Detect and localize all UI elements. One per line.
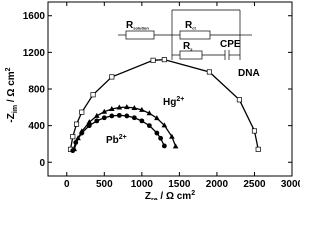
marker <box>131 115 137 121</box>
marker <box>154 115 160 121</box>
marker <box>94 112 100 118</box>
marker <box>86 123 92 129</box>
fit-line <box>73 106 177 150</box>
y-axis-label-main: -Z <box>6 113 17 122</box>
marker <box>255 146 261 152</box>
marker <box>73 121 80 127</box>
marker <box>161 143 167 149</box>
inset-label-main: R <box>183 41 191 52</box>
marker <box>146 123 152 129</box>
y-axis-label-sub: im <box>12 105 19 113</box>
marker <box>90 92 96 98</box>
marker <box>236 97 242 103</box>
inset-label: Rsolution <box>126 20 149 31</box>
x-axis-label-unit: / Ω cm <box>158 191 192 200</box>
marker <box>169 133 175 139</box>
inset-label-sub: s <box>190 47 193 52</box>
series-name: Hg <box>163 97 176 108</box>
marker <box>158 135 164 141</box>
marker <box>109 105 115 111</box>
marker <box>251 128 258 134</box>
inset-label: Rct <box>185 20 196 31</box>
marker <box>146 110 153 116</box>
y-tick-label: 1200 <box>23 48 46 59</box>
inset-label: CPE <box>220 39 241 50</box>
series-label: Hg2+ <box>163 96 184 108</box>
series-charge: 2+ <box>119 134 127 141</box>
x-axis-label-sup: 2 <box>191 190 195 197</box>
marker <box>101 108 108 114</box>
inset-label-main: R <box>126 20 134 31</box>
y-tick-label: 0 <box>39 158 45 169</box>
x-tick-label: 1000 <box>131 179 154 190</box>
marker <box>79 109 85 115</box>
inset-label-sub: solution <box>133 26 149 31</box>
marker <box>139 106 145 112</box>
circuit <box>118 9 252 60</box>
x-tick-label: 1500 <box>168 179 191 190</box>
marker <box>150 57 156 63</box>
marker <box>124 104 130 110</box>
inset-label: Rs <box>183 41 193 52</box>
series-name: DNA <box>238 68 260 79</box>
marker <box>101 115 107 121</box>
y-axis-label-sup: 2 <box>5 67 12 71</box>
plot-frame <box>47 1 293 177</box>
marker <box>139 118 145 124</box>
marker <box>154 130 160 136</box>
series-name: Pb <box>106 135 119 146</box>
series-label: Pb2+ <box>106 134 127 146</box>
marker <box>124 113 130 119</box>
y-axis-label: -Zim / Ω cm2 <box>5 67 19 122</box>
x-axis-label-main: Z <box>145 191 151 200</box>
series-label: DNA <box>238 68 260 79</box>
marker <box>116 112 122 118</box>
marker <box>161 57 167 63</box>
series-charge: 2+ <box>176 96 184 103</box>
y-axis-label-unit: / Ω cm <box>6 71 17 105</box>
x-axis-label: Zre / Ω cm2 <box>145 190 195 200</box>
marker <box>131 104 138 110</box>
x-tick-label: 2000 <box>206 179 229 190</box>
marker <box>161 122 168 128</box>
x-tick-label: 500 <box>96 179 113 190</box>
marker <box>73 140 79 145</box>
marker <box>206 69 212 75</box>
x-tick-label: 2500 <box>243 179 266 190</box>
x-tick-label: 0 <box>64 179 70 190</box>
marker <box>172 143 179 149</box>
marker <box>94 118 100 124</box>
marker <box>86 119 93 125</box>
y-tick-label: 400 <box>28 121 45 132</box>
inset-label-main: CPE <box>220 39 241 50</box>
marker <box>70 148 76 154</box>
marker <box>79 130 85 136</box>
marker <box>109 74 115 80</box>
y-tick-label: 1600 <box>23 11 46 22</box>
y-tick-label: 800 <box>28 85 45 96</box>
inset-label-sub: ct <box>192 26 196 31</box>
inset-label-main: R <box>185 20 193 31</box>
marker <box>116 104 123 110</box>
marker <box>70 134 76 140</box>
marker <box>109 113 115 119</box>
